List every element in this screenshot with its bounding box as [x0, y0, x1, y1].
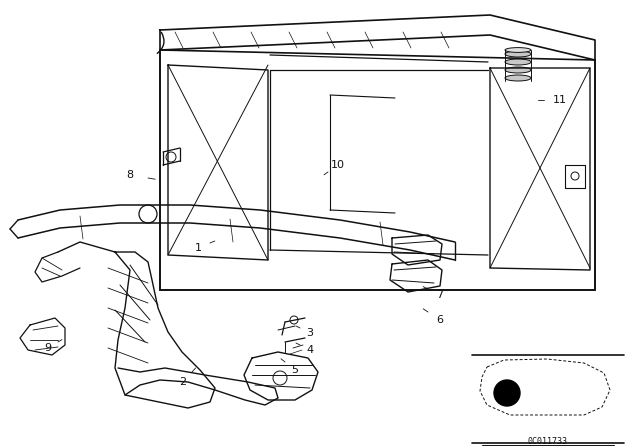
Circle shape [494, 380, 520, 406]
Ellipse shape [505, 67, 531, 73]
Text: 6: 6 [436, 315, 444, 325]
Text: 1: 1 [195, 243, 202, 253]
Text: 8: 8 [127, 170, 134, 180]
Text: 11: 11 [553, 95, 567, 105]
Ellipse shape [505, 51, 531, 57]
Ellipse shape [505, 47, 531, 52]
Text: 10: 10 [331, 160, 345, 170]
Text: 0C011733: 0C011733 [528, 436, 568, 445]
Ellipse shape [505, 59, 531, 65]
Text: 7: 7 [436, 290, 444, 300]
Text: 5: 5 [291, 365, 298, 375]
Text: 3: 3 [307, 328, 314, 338]
Text: 4: 4 [307, 345, 314, 355]
Text: 9: 9 [44, 343, 52, 353]
Ellipse shape [505, 75, 531, 81]
Text: 2: 2 [179, 377, 187, 387]
